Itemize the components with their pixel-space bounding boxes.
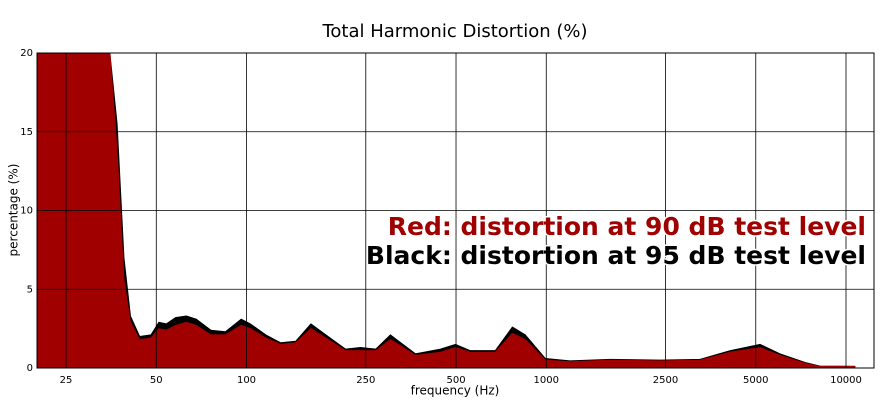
x-axis-label: frequency (Hz) <box>411 384 500 398</box>
x-tick-label: 2500 <box>653 375 678 386</box>
x-tick-label: 5000 <box>743 375 768 386</box>
y-axis-label: percentage (%) <box>7 164 21 257</box>
y-tick-label: 20 <box>20 48 33 59</box>
y-tick-label: 0 <box>27 363 33 374</box>
chart-title: Total Harmonic Distortion (%) <box>321 21 587 42</box>
x-tick-label: 1000 <box>534 375 559 386</box>
y-tick-label: 5 <box>27 284 33 295</box>
x-tick-label: 10000 <box>830 375 862 386</box>
x-tick-label: 250 <box>356 375 375 386</box>
plot-frame <box>36 52 875 369</box>
x-tick-label: 25 <box>60 375 73 386</box>
x-tick-label: 500 <box>446 375 465 386</box>
y-tick-label: 15 <box>20 127 33 138</box>
x-tick-label: 50 <box>150 375 163 386</box>
legend-entry: Red: distortion at 90 dB test level <box>388 212 866 241</box>
x-tick-label: 100 <box>237 375 256 386</box>
overlay: 25 50 100 250 500 1000 2500 5000 10000 0 5 10 15 20 Re… <box>20 48 874 386</box>
y-tick-label: 10 <box>20 206 33 217</box>
legend-entry: Black: distortion at 95 dB test level <box>366 241 866 270</box>
